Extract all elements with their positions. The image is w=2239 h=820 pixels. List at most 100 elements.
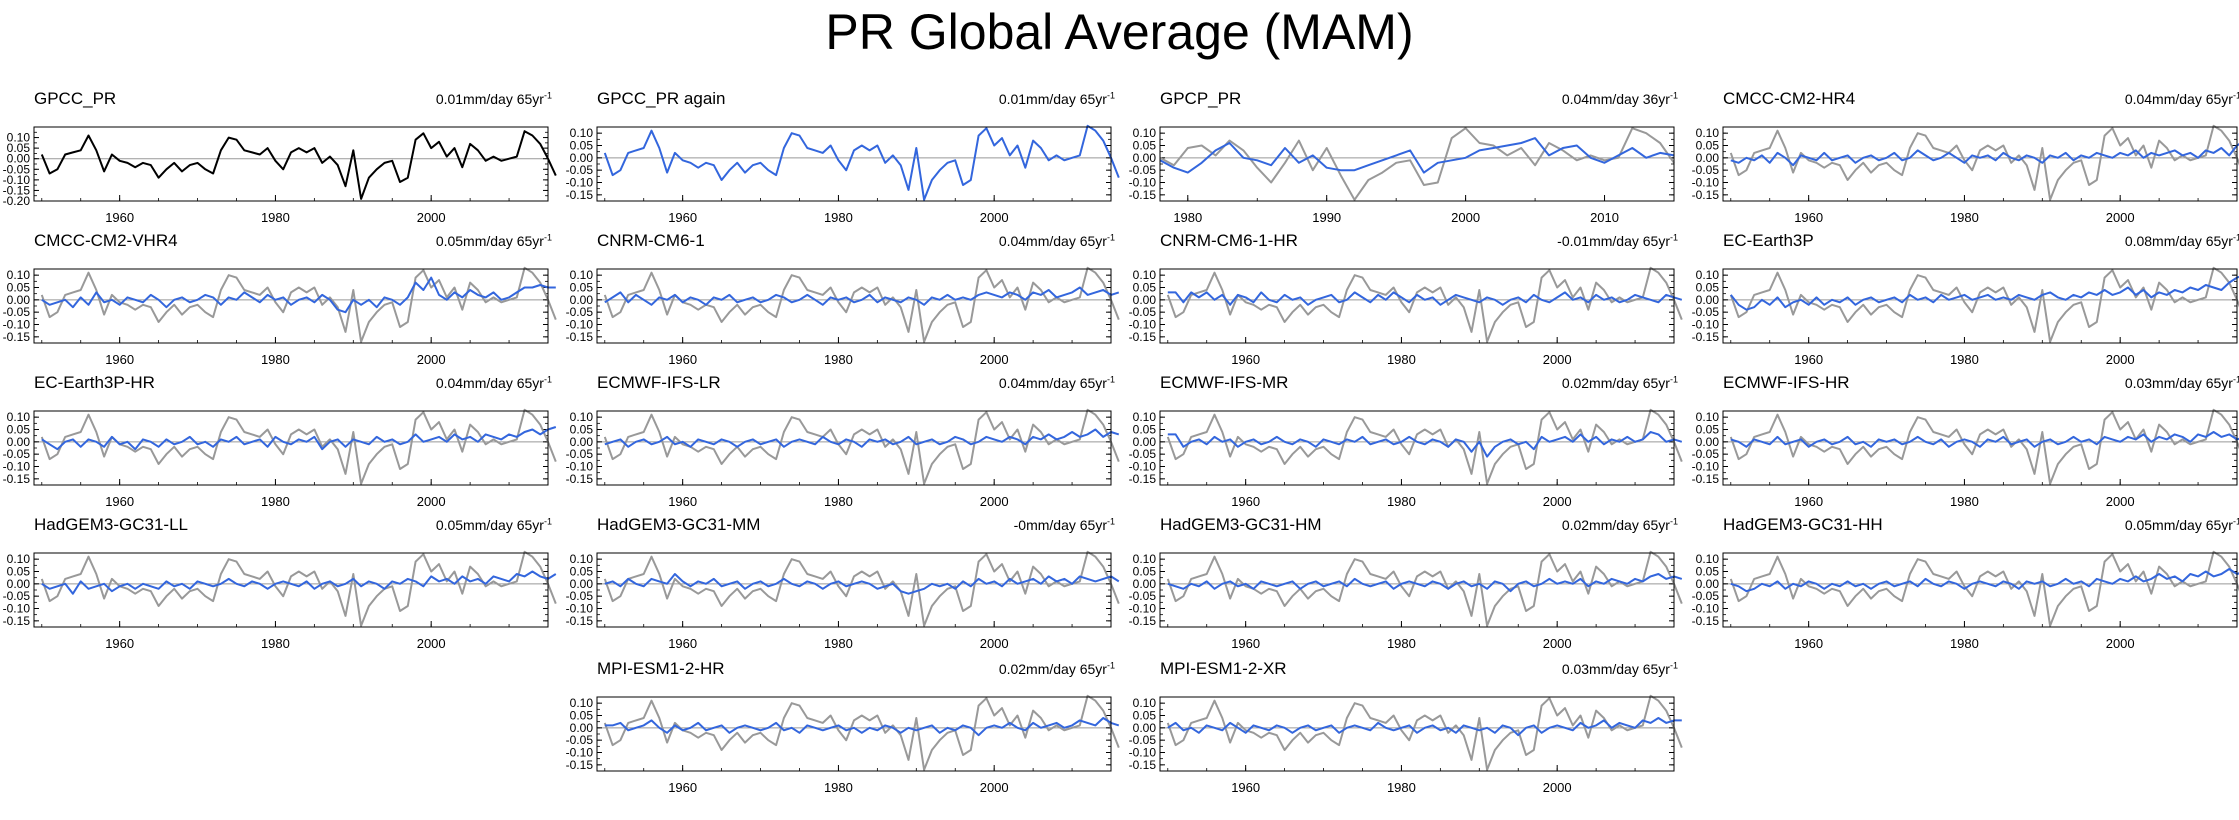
panel-title: HadGEM3-GC31-MM bbox=[597, 515, 761, 534]
y-tick-label: -0.05 bbox=[566, 733, 594, 747]
x-tick-label: 1960 bbox=[1794, 636, 1823, 651]
y-tick-label: -0.15 bbox=[1692, 188, 1720, 202]
y-tick-label: -0.10 bbox=[3, 602, 31, 616]
series-line-model bbox=[1730, 568, 2239, 593]
y-tick-label: 0.05 bbox=[1133, 423, 1157, 437]
plot-frame bbox=[596, 410, 1112, 486]
y-tick-label: 0.00 bbox=[1133, 435, 1157, 449]
series-line-ref bbox=[1159, 127, 1675, 201]
plot-area: 0.100.050.00-0.05-0.10-0.15 1960 1980 2000 bbox=[566, 124, 1120, 225]
y-tick-label: 0.10 bbox=[1696, 126, 1720, 140]
y-tick-label: -0.15 bbox=[566, 188, 594, 202]
y-tick-label: -0.10 bbox=[1692, 460, 1720, 474]
x-tick-label: 2000 bbox=[980, 210, 1009, 225]
x-tick-label: 1960 bbox=[1231, 494, 1260, 509]
plot-frame bbox=[1159, 552, 1675, 628]
y-tick-label: -0.15 bbox=[3, 330, 31, 344]
series-line-model bbox=[1730, 275, 2239, 311]
panel-title: GPCP_PR bbox=[1160, 89, 1242, 108]
x-tick-label: 2000 bbox=[1543, 636, 1572, 651]
y-tick-label: -0.10 bbox=[3, 460, 31, 474]
plot-area: 0.100.050.00-0.05-0.10-0.15 1960 1980 2000 bbox=[1692, 408, 2239, 509]
y-tick-label: 0.05 bbox=[570, 281, 594, 295]
y-tick-label: 0.00 bbox=[1696, 435, 1720, 449]
x-tick-label: 1980 bbox=[1950, 494, 1979, 509]
series-line-obs bbox=[603, 124, 1120, 201]
y-tick-label: -0.05 bbox=[1129, 163, 1157, 177]
trend-label: 0.01mm/day 65yr-1 bbox=[999, 89, 1115, 109]
x-tick-label: 2000 bbox=[1543, 780, 1572, 795]
x-tick-label: 1960 bbox=[1794, 494, 1823, 509]
y-tick-label: -0.05 bbox=[566, 447, 594, 461]
x-tick-label: 2000 bbox=[2106, 636, 2135, 651]
x-tick-label: 2000 bbox=[980, 352, 1009, 367]
y-tick-label: -0.15 bbox=[1692, 614, 1720, 628]
trend-label: 0.04mm/day 65yr-1 bbox=[2125, 89, 2239, 109]
panel-title: CMCC-CM2-HR4 bbox=[1723, 89, 1856, 108]
x-tick-label: 2000 bbox=[417, 636, 446, 651]
trend-label: 0.02mm/day 65yr-1 bbox=[999, 659, 1115, 679]
y-tick-label: -0.05 bbox=[1129, 589, 1157, 603]
y-tick-label: -0.15 bbox=[3, 183, 31, 197]
x-tick-label: 1960 bbox=[105, 636, 134, 651]
y-tick-label: 0.10 bbox=[1133, 268, 1157, 282]
y-tick-label: 0.10 bbox=[1696, 268, 1720, 282]
y-tick-label: 0.05 bbox=[570, 423, 594, 437]
trend-label: 0.04mm/day 36yr-1 bbox=[1562, 89, 1678, 109]
x-tick-label: 1980 bbox=[1387, 352, 1416, 367]
plot-frame bbox=[1722, 410, 2238, 486]
y-tick-label: 0.10 bbox=[7, 552, 31, 566]
x-tick-label: 1960 bbox=[668, 352, 697, 367]
plot-frame bbox=[33, 126, 549, 202]
plot-area: 0.100.050.00-0.05-0.10-0.15 1960 1980 2000 bbox=[1692, 124, 2239, 225]
y-tick-label: -0.05 bbox=[1692, 163, 1720, 177]
x-tick-label: 2000 bbox=[980, 780, 1009, 795]
y-tick-label: -0.10 bbox=[1692, 318, 1720, 332]
panel-title: HadGEM3-GC31-LL bbox=[34, 515, 189, 534]
trend-exponent: -1 bbox=[1669, 90, 1678, 101]
series-line-model bbox=[1730, 143, 2239, 167]
x-tick-label: 1980 bbox=[1950, 210, 1979, 225]
trend-label: 0.03mm/day 65yr-1 bbox=[2125, 373, 2239, 393]
y-tick-label: 0.05 bbox=[1133, 565, 1157, 579]
y-tick-label: 0.05 bbox=[1696, 139, 1720, 153]
trend-value: 0.02mm/day 65yr bbox=[1561, 375, 1670, 391]
trend-value: 0.04mm/day 36yr bbox=[1561, 91, 1670, 107]
x-tick-label: 1960 bbox=[1794, 352, 1823, 367]
trend-label: 0.04mm/day 65yr-1 bbox=[436, 373, 552, 393]
x-tick-label: 2010 bbox=[1590, 210, 1619, 225]
series-line-model bbox=[1167, 291, 1683, 306]
plot-area: 0.100.050.00-0.05-0.10-0.15 1960 1980 2000 bbox=[566, 694, 1120, 795]
y-tick-label: 0.05 bbox=[7, 141, 31, 155]
trend-exponent: -1 bbox=[2232, 374, 2239, 385]
panel-gpcc-pr: GPCC_PR 0.01mm/day 65yr-1 0.10 0.05 0.00 -0.0… bbox=[3, 89, 557, 229]
trend-exponent: -1 bbox=[543, 516, 552, 527]
y-tick-label: 0.00 bbox=[1133, 151, 1157, 165]
trend-label: 0.01mm/day 65yr-1 bbox=[436, 89, 552, 109]
trend-value: 0.02mm/day 65yr bbox=[1561, 517, 1670, 533]
x-tick-label: 1980 bbox=[1950, 352, 1979, 367]
x-tick-label: 2000 bbox=[2106, 210, 2135, 225]
series-line-model bbox=[41, 426, 557, 451]
y-tick-label: -0.15 bbox=[3, 614, 31, 628]
panel-mpi-esm1-2-xr: MPI-ESM1-2-XR 0.03mm/day 65yr-1 0.10 0.05 0.… bbox=[1129, 659, 1683, 799]
y-tick-label: -0.05 bbox=[566, 305, 594, 319]
trend-value: 0.04mm/day 65yr bbox=[435, 375, 544, 391]
series-line-model bbox=[604, 428, 1120, 448]
y-tick-label: 0.05 bbox=[1696, 565, 1720, 579]
plot-frame bbox=[596, 696, 1112, 772]
panel-title: ECMWF-IFS-HR bbox=[1723, 373, 1850, 392]
x-tick-label: 1960 bbox=[1231, 780, 1260, 795]
figure-title: PR Global Average (MAM) bbox=[825, 4, 1414, 60]
y-tick-label: 0.00 bbox=[570, 435, 594, 449]
plot-frame bbox=[596, 552, 1112, 628]
panel-hadgem3-gc31-mm: HadGEM3-GC31-MM -0mm/day 65yr-1 0.10 0.05 0.… bbox=[566, 515, 1120, 655]
y-tick-label: -0.10 bbox=[1129, 176, 1157, 190]
y-tick-label: -0.15 bbox=[566, 472, 594, 486]
series-line-ref bbox=[603, 694, 1120, 771]
trend-label: 0.04mm/day 65yr-1 bbox=[999, 373, 1115, 393]
y-tick-label: 0.05 bbox=[570, 565, 594, 579]
y-tick-label: 0.00 bbox=[1696, 151, 1720, 165]
series-line-model bbox=[1167, 717, 1682, 737]
panel-hadgem3-gc31-ll: HadGEM3-GC31-LL 0.05mm/day 65yr-1 0.10 0.05… bbox=[3, 515, 557, 655]
